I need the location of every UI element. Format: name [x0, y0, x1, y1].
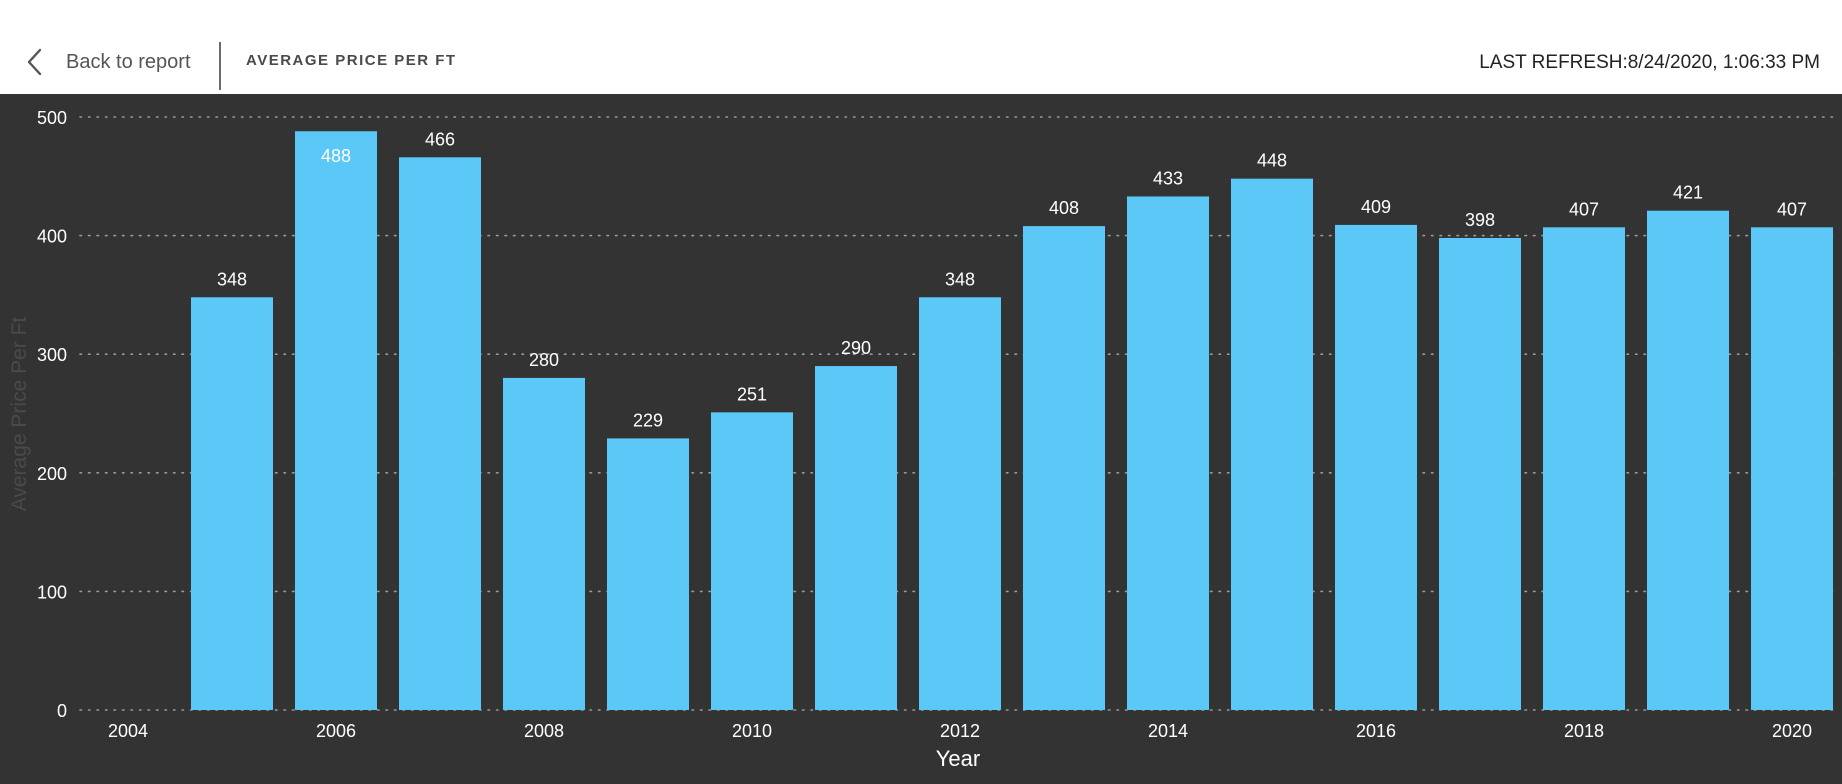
y-tick-label: 400: [37, 227, 67, 247]
data-label-2014: 433: [1153, 168, 1183, 188]
data-label-2020: 407: [1777, 199, 1807, 219]
bar-2016: [1335, 224, 1417, 710]
x-tick-label: 2010: [732, 721, 772, 741]
bar-2020: [1751, 227, 1833, 710]
x-tick-label: 2012: [940, 721, 980, 741]
x-tick-label: 2014: [1148, 721, 1188, 741]
data-label-2016: 409: [1361, 197, 1391, 217]
y-axis-title: Average Price Per Ft: [8, 317, 31, 512]
bar-2007: [399, 157, 481, 711]
y-tick-label: 200: [37, 464, 67, 484]
data-label-2007: 466: [425, 129, 455, 149]
y-tick-label: 100: [37, 582, 67, 602]
bar-2018: [1543, 227, 1625, 710]
x-tick-label: 2016: [1356, 721, 1396, 741]
bar-2008: [503, 377, 585, 710]
bar-2006: [295, 131, 377, 710]
bar-chart: 0 100 200 300 400 500 348 488 466 280 229 251 290 348…: [8, 108, 1836, 771]
x-tick-label: 2008: [524, 721, 564, 741]
data-label-2011: 290: [841, 338, 871, 358]
bar-2010: [711, 412, 793, 710]
y-tick-label: 300: [37, 345, 67, 365]
back-to-report-button[interactable]: Back to report: [24, 44, 191, 80]
y-tick-label: 0: [57, 701, 67, 721]
data-label-2017: 398: [1465, 210, 1495, 230]
page-title: AVERAGE PRICE PER FT: [246, 52, 457, 69]
bar-2013: [1023, 226, 1105, 710]
header: Back to report AVERAGE PRICE PER FT LAST…: [0, 0, 1842, 94]
data-label-2018: 407: [1569, 199, 1599, 219]
last-refresh-label: LAST REFRESH:8/24/2020, 1:06:33 PM: [1479, 52, 1820, 73]
data-label-2010: 251: [737, 384, 767, 404]
bar-2005: [191, 297, 273, 710]
data-label-2019: 421: [1673, 183, 1703, 203]
bar-2014: [1127, 196, 1209, 710]
back-to-report-label: Back to report: [66, 50, 191, 73]
chevron-left-icon: [27, 48, 42, 76]
x-tick-label: 2006: [316, 721, 356, 741]
bar-2015: [1231, 178, 1313, 710]
data-label-2008: 280: [529, 350, 559, 370]
bar-2019: [1647, 210, 1729, 710]
x-axis-title: Year: [936, 746, 980, 771]
x-tick-label: 2020: [1772, 721, 1812, 741]
data-label-2009: 229: [633, 410, 663, 430]
data-label-2013: 408: [1049, 198, 1079, 218]
x-tick-label: 2018: [1564, 721, 1604, 741]
chart-area: 0 100 200 300 400 500 348 488 466 280 229 251 290 348…: [0, 94, 1842, 784]
header-divider: [219, 42, 221, 90]
data-label-2012: 348: [945, 269, 975, 289]
bar-2012: [919, 297, 1001, 710]
x-tick-label: 2004: [108, 721, 148, 741]
bar-2009: [607, 438, 689, 710]
y-tick-label: 500: [37, 108, 67, 128]
bar-2011: [815, 366, 897, 710]
data-label-2005: 348: [217, 269, 247, 289]
data-label-2006: 488: [321, 146, 351, 166]
data-label-2015: 448: [1257, 151, 1287, 171]
bar-2017: [1439, 237, 1521, 711]
